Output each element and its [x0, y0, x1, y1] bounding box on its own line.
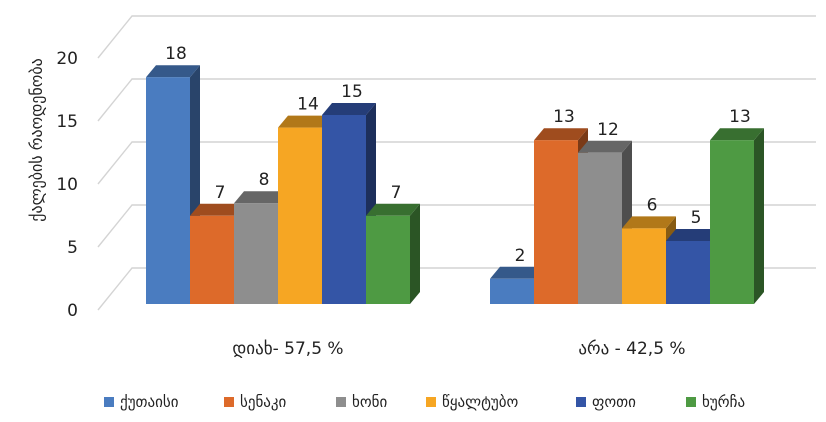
data-label: 18 [165, 44, 187, 64]
bars-layer [146, 65, 764, 304]
legend-label: სენაკი [240, 393, 287, 411]
bar-front [322, 115, 366, 304]
legend-label: ხონი [352, 393, 387, 411]
bar-top [666, 229, 720, 241]
legend-label: ფოთი [592, 393, 636, 411]
legend-label: წყალტუბო [442, 393, 519, 411]
bar [666, 229, 720, 304]
legend-swatch [426, 397, 436, 407]
bar-side [410, 203, 420, 304]
bar-top [146, 65, 200, 78]
bar-front [490, 278, 534, 304]
data-label: 2 [515, 246, 526, 266]
gridline [97, 15, 816, 59]
gridline [97, 141, 816, 185]
bar-top [190, 203, 244, 216]
legend-item: ხურჩა [686, 393, 745, 411]
y-axis: 0 5 10 15 20 [56, 49, 78, 321]
y-tick-label: 0 [67, 301, 78, 321]
bar [710, 128, 764, 304]
y-tick-label: 15 [56, 112, 78, 132]
bar [366, 203, 420, 304]
legend-label: ქუთაისი [120, 393, 179, 411]
data-label: 5 [691, 208, 702, 228]
legend: ქუთაისი სენაკი ხონი წყალტუბო ფოთი ხურჩა [104, 393, 745, 411]
y-tick-label: 20 [56, 49, 78, 69]
legend-swatch [686, 397, 696, 407]
legend-swatch [336, 397, 346, 407]
bar-front [622, 228, 666, 304]
bar-top [366, 203, 420, 216]
bar [578, 140, 632, 304]
data-label: 15 [341, 82, 363, 102]
bar-top [234, 191, 288, 204]
bar-top [578, 140, 632, 153]
legend-item: წყალტუბო [426, 393, 519, 411]
bar [322, 103, 376, 304]
y-tick-label: 10 [56, 175, 78, 195]
legend-item: სენაკი [224, 393, 287, 411]
x-category-label: დიახ- 57,5 % [232, 339, 343, 359]
data-label: 6 [647, 195, 658, 215]
bar-front [710, 140, 754, 304]
data-label: 7 [215, 183, 226, 203]
data-label: 8 [259, 170, 270, 190]
legend-label: ხურჩა [702, 393, 745, 411]
bar-top [278, 115, 332, 128]
bar-top [710, 128, 764, 141]
legend-item: ქუთაისი [104, 393, 179, 411]
y-axis-title: ქალების რაოდენობა [27, 58, 46, 221]
y-tick-label: 5 [67, 238, 78, 258]
legend-swatch [104, 397, 114, 407]
bar-front [190, 215, 234, 304]
bar [490, 266, 544, 304]
data-label: 12 [597, 120, 619, 140]
bar-top [322, 103, 376, 115]
bar-front [366, 215, 410, 304]
bar-top [622, 216, 676, 229]
bar-top [534, 128, 588, 141]
legend-swatch [576, 397, 586, 407]
bar-front [234, 203, 278, 304]
legend-item: ხონი [336, 393, 387, 411]
bar-front [666, 241, 710, 304]
value-labels: 18 7 8 14 15 7 2 13 12 6 5 13 [165, 44, 751, 266]
data-label: 14 [297, 95, 319, 115]
legend-swatch [224, 397, 234, 407]
gridline [97, 78, 816, 122]
bar-front [146, 77, 190, 304]
x-axis: დიახ- 57,5 % არა - 42,5 % [232, 339, 685, 359]
data-label: 7 [391, 183, 402, 203]
data-label: 13 [729, 107, 751, 127]
data-label: 13 [553, 107, 575, 127]
legend-item: ფოთი [576, 393, 636, 411]
bar-front [534, 140, 578, 304]
bar-front [278, 127, 322, 304]
bar-front [578, 152, 622, 304]
bar-top [490, 266, 544, 279]
bar-side [754, 128, 764, 304]
x-category-label: არა - 42,5 % [578, 339, 685, 359]
